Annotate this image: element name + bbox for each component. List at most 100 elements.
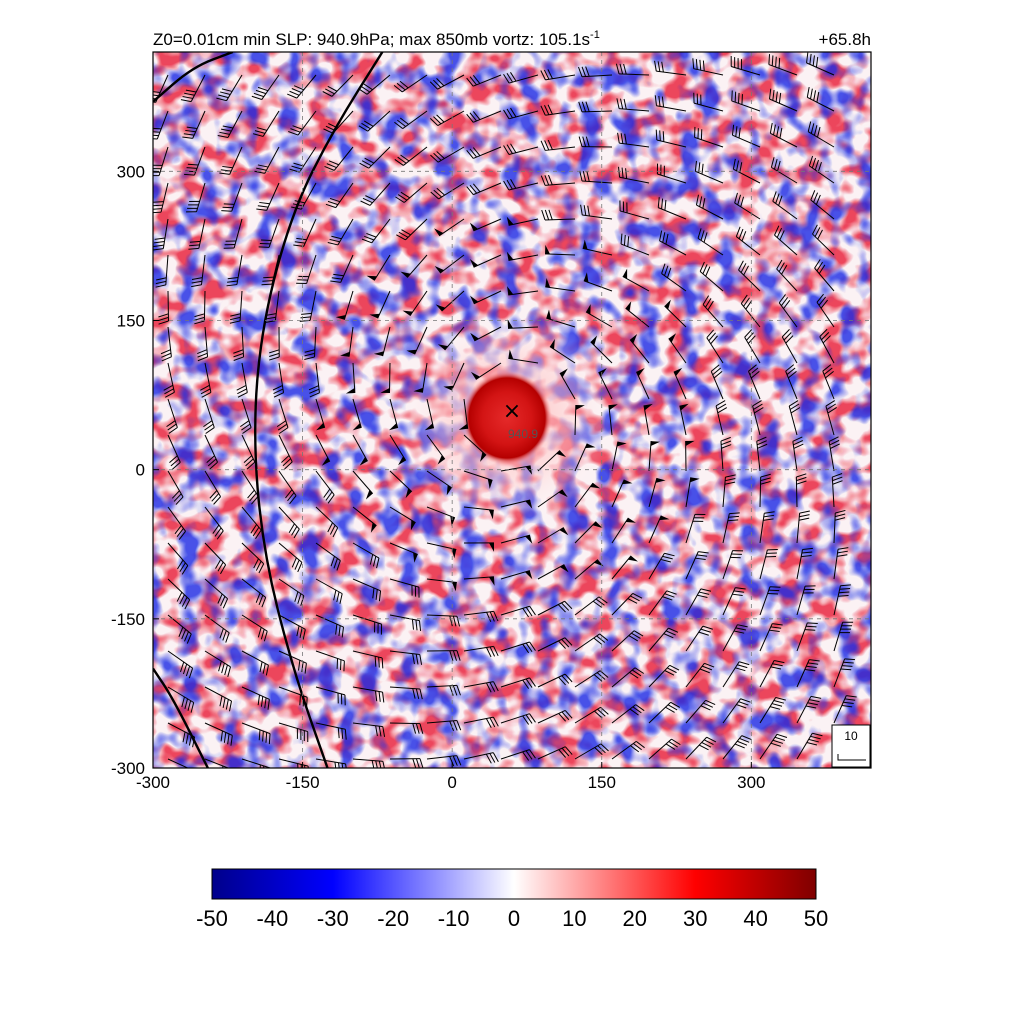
- wind-barb: [720, 436, 732, 472]
- x-axis: -300 -150 0 150 300: [136, 762, 766, 792]
- wind-barb: [685, 440, 695, 472]
- wind-barb: [503, 72, 539, 84]
- wind-barb: [315, 506, 339, 538]
- wind-barb: [352, 722, 386, 737]
- wind-barb: [685, 699, 716, 724]
- wind-barb: [549, 339, 576, 364]
- wind-barb: [648, 552, 675, 580]
- wind-barb: [463, 576, 495, 586]
- colorbar-tick-label-5: 0: [508, 906, 520, 931]
- wind-barb: [759, 623, 783, 652]
- wind-key: 10: [831, 724, 871, 768]
- wind-barb: [781, 328, 798, 364]
- wind-barb: [413, 362, 428, 393]
- wind-barb: [582, 239, 613, 256]
- wind-barb: [158, 290, 170, 325]
- wind-barb: [759, 733, 788, 760]
- wind-barb: [182, 110, 206, 139]
- wind-barb: [167, 614, 192, 644]
- chart-title: Z0=0.01cm min SLP: 940.9hPa; max 850mb v…: [153, 29, 600, 49]
- wind-barb: [167, 578, 191, 610]
- wind-barb: [241, 542, 265, 574]
- wind-barb: [537, 564, 569, 580]
- wind-barb: [204, 542, 227, 575]
- wind-barb: [163, 362, 175, 398]
- wind-barb: [710, 364, 724, 400]
- wind-barb: [792, 436, 804, 472]
- wind-barb: [657, 197, 687, 220]
- wind-barb: [768, 54, 798, 76]
- wind-barb: [315, 686, 346, 706]
- wind-barb: [833, 621, 854, 652]
- wind-barb: [240, 398, 252, 434]
- wind-barb: [574, 559, 604, 580]
- wind-barb: [694, 160, 724, 184]
- wind-barb: [685, 736, 717, 760]
- wind-barb: [167, 542, 189, 575]
- wind-barb: [389, 686, 423, 700]
- wind-barb: [788, 400, 801, 436]
- colorbar-ticks: -50 -40 -30 -20 -10 0 10 20 30 40 50: [196, 906, 828, 931]
- wind-barb: [507, 286, 539, 296]
- wind-barb: [537, 673, 573, 688]
- wind-barb: [574, 521, 603, 544]
- wind-barb: [216, 74, 243, 102]
- wind-barb: [752, 400, 764, 436]
- wind-barb: [770, 157, 798, 184]
- wind-barb: [722, 587, 746, 616]
- wind-barb: [315, 578, 343, 604]
- wind-barb: [389, 722, 424, 734]
- wind-barb: [380, 362, 391, 394]
- wind-barb: [166, 398, 178, 434]
- wind-barb: [759, 548, 778, 580]
- wind-barb: [598, 368, 613, 400]
- wind-barb: [254, 146, 280, 174]
- wind-barb: [507, 319, 539, 329]
- wind-barb: [345, 362, 356, 394]
- colorbar-tick-label-3: -20: [377, 906, 409, 931]
- wind-barb: [330, 254, 354, 283]
- wind-barb: [559, 368, 576, 400]
- wind-barb: [759, 696, 786, 724]
- wind-barb: [694, 126, 724, 148]
- wind-barb: [466, 146, 502, 159]
- y-tick-label-1: -150: [111, 610, 145, 629]
- wind-barb: [772, 191, 798, 220]
- wind-barb: [358, 74, 391, 95]
- wind-barb: [500, 641, 536, 654]
- wind-barb: [256, 182, 280, 211]
- wind-barb: [188, 218, 206, 250]
- wind-barb: [540, 139, 576, 151]
- wind-barb: [219, 146, 243, 175]
- wind-barb: [352, 506, 377, 533]
- wind-barb: [335, 290, 354, 320]
- wind-barb: [291, 182, 317, 210]
- wind-barb: [463, 470, 493, 489]
- wind-barb: [541, 209, 576, 221]
- wind-barb: [828, 436, 840, 472]
- wind-barb: [685, 513, 706, 544]
- wind-barb: [796, 659, 820, 688]
- wind-barb: [393, 74, 428, 93]
- wind-barb: [426, 470, 453, 496]
- wind-barb: [352, 650, 384, 669]
- wind-barb: [389, 578, 420, 598]
- wind-barb: [620, 233, 650, 256]
- wind-barb: [352, 542, 380, 569]
- wind-barb: [545, 244, 576, 256]
- min-slp-label: 940.9: [508, 427, 538, 441]
- wind-barb: [540, 69, 576, 81]
- wind-barb: [806, 86, 835, 112]
- wind-barb: [833, 695, 857, 724]
- wind-barb: [580, 204, 613, 220]
- wind-barb: [389, 506, 416, 531]
- wind-barb: [769, 88, 798, 112]
- wind-barb: [308, 362, 320, 398]
- wind-barb: [293, 218, 317, 247]
- colorbar-tick-label-0: -50: [196, 906, 228, 931]
- wind-barb: [153, 218, 169, 251]
- wind-barb: [695, 194, 724, 220]
- wind-barb: [324, 146, 354, 171]
- wind-barb: [186, 182, 206, 213]
